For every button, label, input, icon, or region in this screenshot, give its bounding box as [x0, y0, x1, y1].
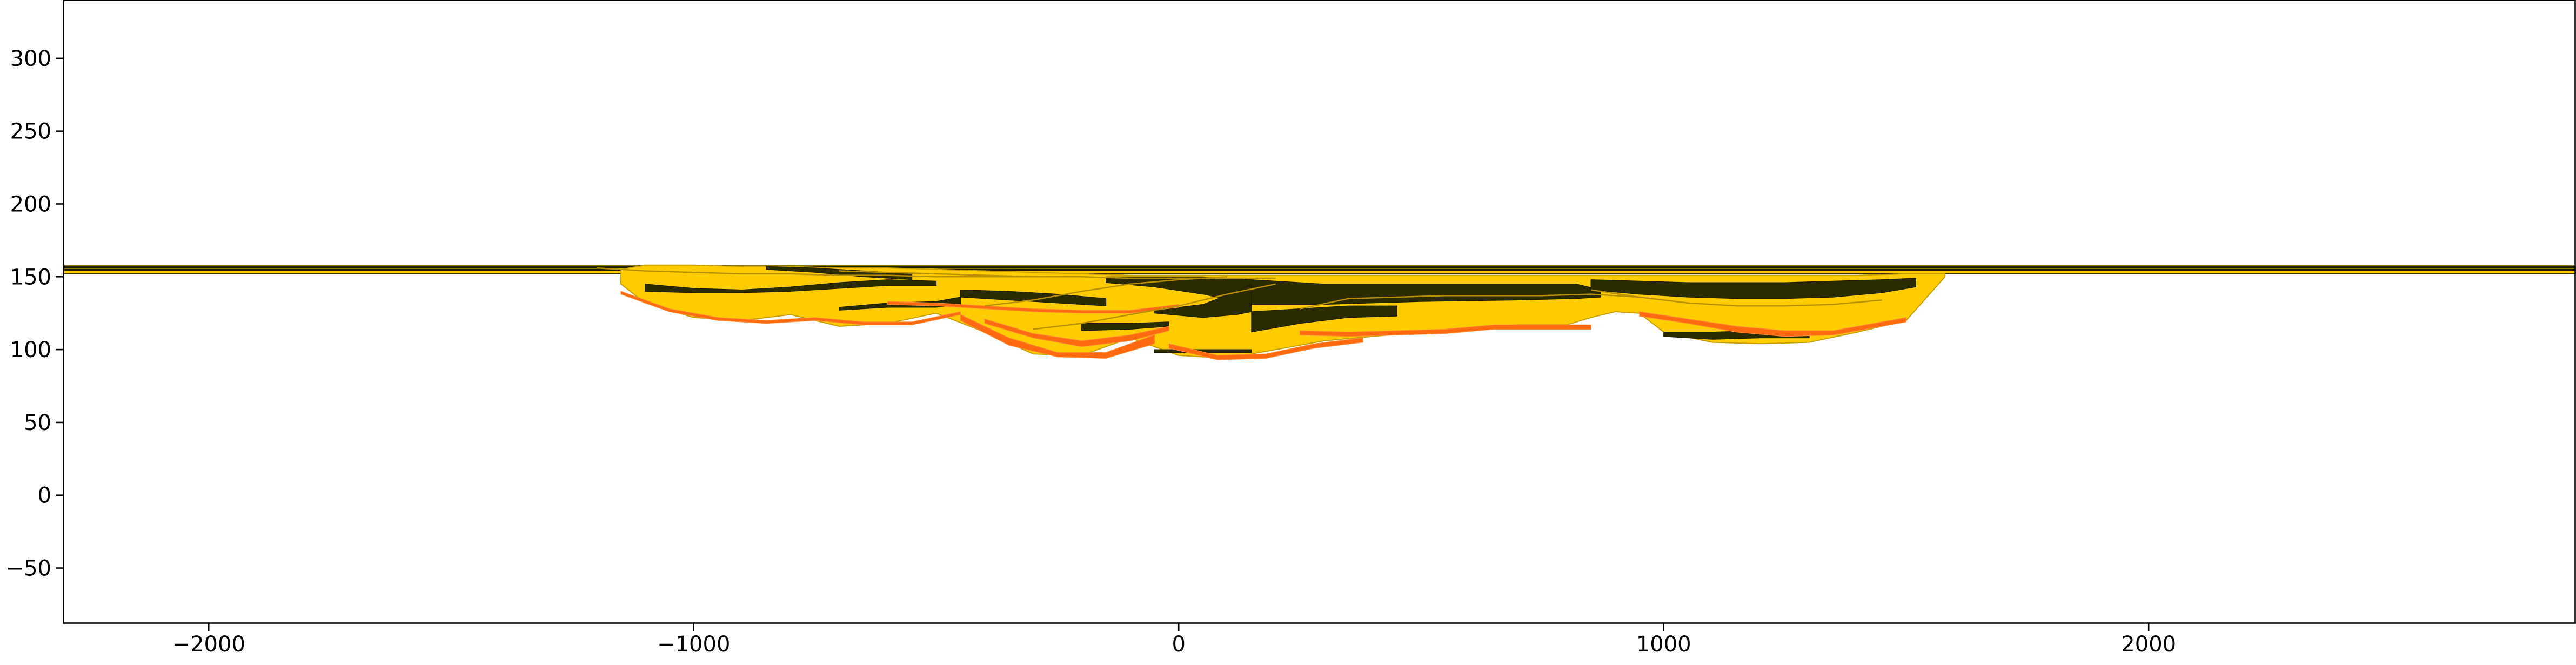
series-band-12: [960, 314, 1155, 359]
contact-line-0: [597, 267, 1033, 278]
series-band-17: [887, 301, 1179, 314]
series-band-6: [1251, 305, 1397, 333]
y-tick-label: 100: [10, 338, 51, 362]
y-tick-label: 50: [24, 411, 51, 435]
series-band-0: [645, 279, 937, 293]
y-tick-label: 0: [38, 483, 51, 508]
contact-line-3: [1033, 283, 1276, 330]
background-layer-1: [63, 266, 2576, 268]
x-axis: −2000 −1000 0 1000 2000: [172, 623, 2176, 657]
y-tick-label: −50: [6, 556, 51, 581]
y-tick-label: 250: [10, 119, 51, 144]
x-tick-label: −1000: [657, 632, 730, 657]
x-tick-label: 1000: [1636, 632, 1691, 657]
series-band-14: [1168, 337, 1363, 360]
contact-line-4: [1300, 293, 1640, 310]
series-band-3: [960, 290, 1107, 306]
series-band-16: [1639, 311, 1907, 337]
background-layer-2: [63, 268, 2576, 271]
series-band-13: [984, 318, 1169, 347]
series-band-1: [766, 266, 913, 280]
y-axis: −50 0 50 100 150 200 250 300: [6, 46, 63, 581]
contact-line-2: [985, 276, 1228, 307]
y-tick-label: 200: [10, 192, 51, 217]
x-tick-label: 0: [1172, 632, 1186, 657]
y-tick-label: 150: [10, 265, 51, 290]
series-band-8: [1590, 278, 1916, 299]
contact-line-5: [1590, 289, 1882, 307]
axes-frame: [63, 0, 2576, 624]
series-band-15: [1300, 324, 1591, 337]
x-tick-label: 2000: [2121, 632, 2176, 657]
y-tick-label: 300: [10, 46, 51, 71]
x-tick-label: −2000: [172, 632, 245, 657]
